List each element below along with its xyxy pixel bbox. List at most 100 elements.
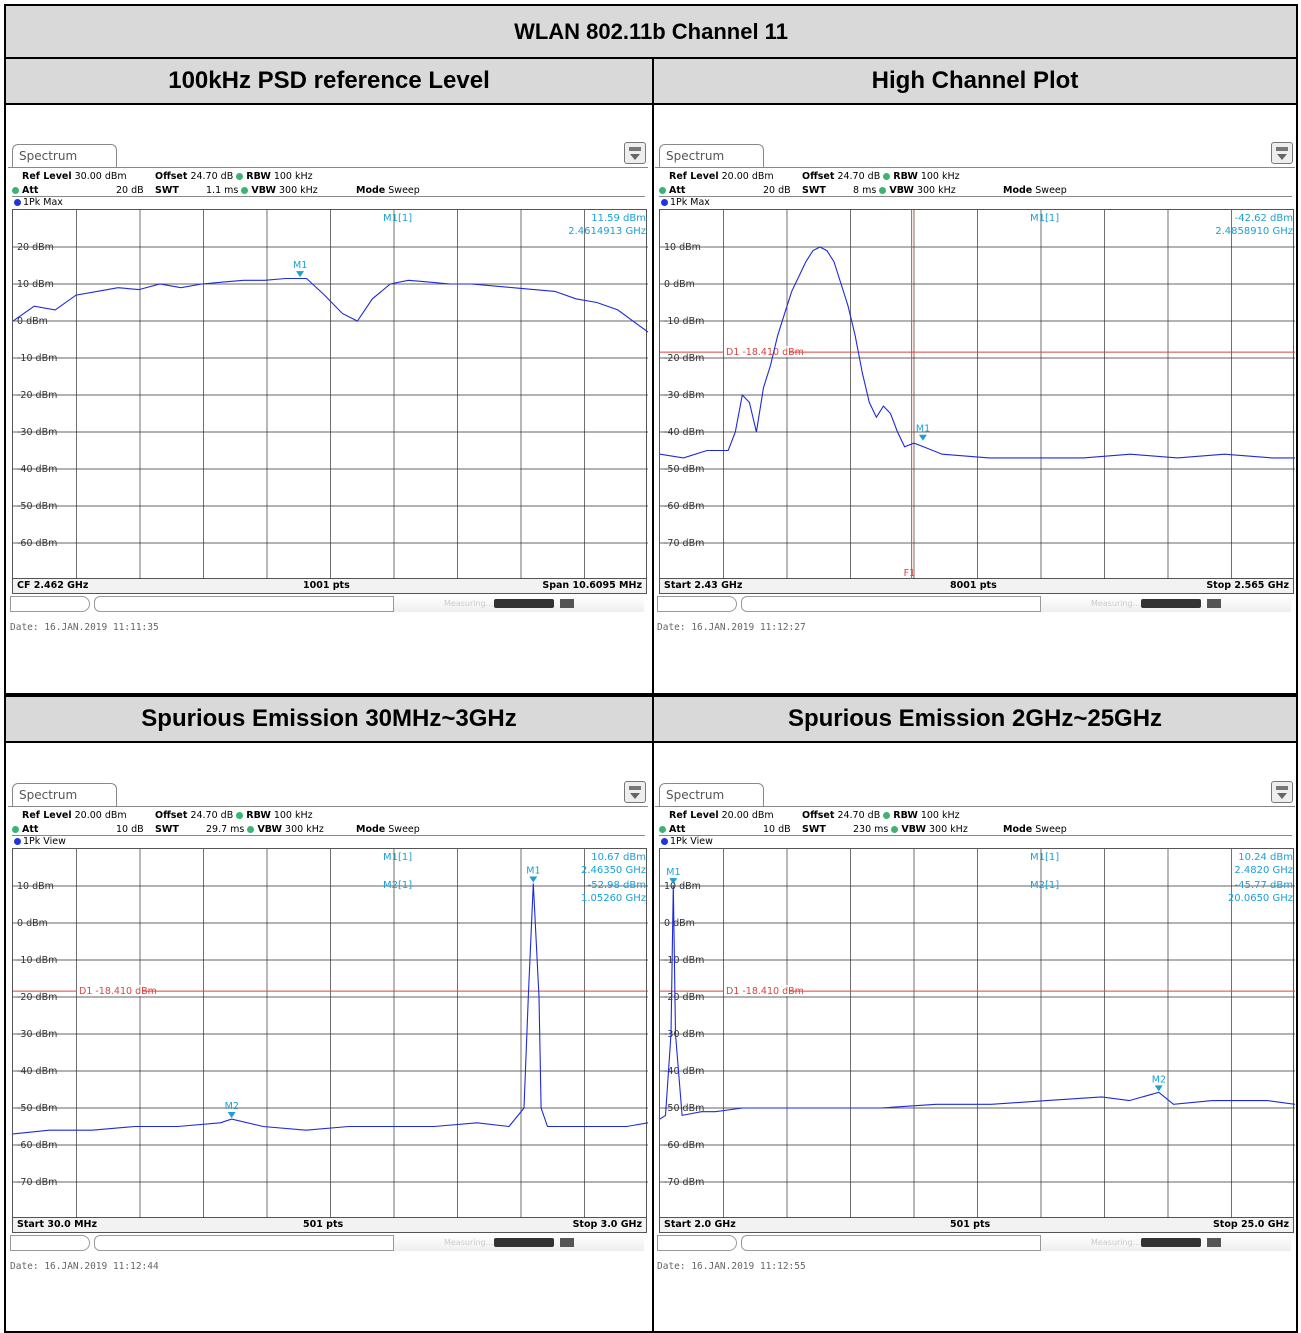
- network-icon: [560, 599, 574, 608]
- rbw-value: 100 kHz: [920, 171, 960, 182]
- spectrum-tab[interactable]: Spectrum: [12, 783, 117, 806]
- spectrum-plot[interactable]: 10 dBm 0 dBm -10 dBm -20 dBm -30 dBm -40 dBm -…: [659, 209, 1295, 580]
- y-tick-label: 10 dBm: [664, 242, 701, 253]
- trace-label: 1Pk Max: [659, 196, 1292, 209]
- y-tick-label: -50 dBm: [17, 1103, 57, 1114]
- settings-header: Ref Level 30.00 dBm Offset 24.70 dB RBW …: [8, 167, 648, 197]
- y-tick-label: -30 dBm: [664, 1029, 704, 1040]
- panel-cell-3: [652, 743, 1298, 1333]
- rbw-label: RBW: [893, 171, 918, 182]
- spectrum-panel-1: Spectrum Ref Level 20.00 dBm Offset 24.7…: [655, 134, 1295, 654]
- coupled-indicator-icon: [236, 812, 244, 819]
- vbw-label: VBW: [251, 185, 276, 196]
- vbw-indicator-icon: [247, 826, 255, 833]
- panel-heading-3: Spurious Emission 2GHz~25GHz: [652, 695, 1298, 743]
- y-tick-label: -60 dBm: [17, 1140, 57, 1151]
- marker-label: M1: [666, 867, 680, 878]
- trace-line: [660, 885, 1295, 1120]
- marker-m1-icon[interactable]: [529, 876, 538, 883]
- marker-m1-icon[interactable]: [296, 271, 305, 278]
- footer-right: Stop 25.0 GHz: [1212, 1219, 1289, 1230]
- trace-mode: 1Pk View: [670, 836, 713, 847]
- ref-level-value: 20.00 dBm: [721, 810, 774, 821]
- y-tick-label: -40 dBm: [664, 1066, 704, 1077]
- swt-label: SWT: [802, 824, 826, 835]
- filter-icon[interactable]: [1271, 781, 1293, 803]
- att-indicator-icon: [12, 187, 19, 194]
- filter-icon[interactable]: [624, 781, 646, 803]
- footer-left: Start 2.0 GHz: [664, 1219, 736, 1230]
- y-tick-label: -10 dBm: [664, 316, 704, 327]
- vbw-indicator-icon: [891, 826, 899, 833]
- ref-level-value: 30.00 dBm: [74, 171, 127, 182]
- panel-heading-0: 100kHz PSD reference Level: [4, 57, 654, 105]
- swt-label: SWT: [802, 185, 826, 196]
- y-tick-label: -50 dBm: [17, 501, 57, 512]
- status-segment-2: [94, 1235, 394, 1251]
- offset-label: Offset: [155, 810, 188, 821]
- status-segment-3: Measuring...: [1041, 596, 1291, 612]
- spectrum-panel-0: Spectrum Ref Level 30.00 dBm Offset 24.7…: [8, 134, 648, 654]
- att-label: Att: [22, 824, 39, 835]
- status-text: Measuring...: [444, 599, 494, 608]
- vbw-label: VBW: [889, 185, 914, 196]
- offset-value: 24.70 dB: [190, 810, 234, 821]
- readout-value: -52.98 dBm: [588, 880, 646, 891]
- trace-mode: 1Pk View: [23, 836, 66, 847]
- table-title: WLAN 802.11b Channel 11: [4, 4, 1298, 59]
- network-icon: [1207, 1238, 1221, 1247]
- spectrum-plot[interactable]: 10 dBm 0 dBm -10 dBm -20 dBm -30 dBm -40 dBm -…: [12, 848, 648, 1219]
- status-bar: Measuring...: [8, 1233, 648, 1253]
- status-segment-2: [94, 596, 394, 612]
- trace-indicator-icon: [14, 199, 21, 206]
- display-line-label-bg: [724, 985, 790, 997]
- trace-label: 1Pk View: [12, 835, 645, 848]
- readout-value: -45.77 dBm: [1235, 880, 1293, 891]
- y-tick-label: -20 dBm: [664, 353, 704, 364]
- sweep-footer: Start 2.43 GHz 8001 pts Stop 2.565 GHz: [659, 579, 1294, 594]
- filter-icon[interactable]: [624, 142, 646, 164]
- mode-value: Sweep: [1035, 185, 1067, 196]
- spectrum-plot[interactable]: 20 dBm 10 dBm 0 dBm -10 dBm -20 dBm -30 dBm -4…: [12, 209, 648, 580]
- status-bar: Measuring...: [655, 594, 1295, 614]
- marker-m2-icon[interactable]: [1154, 1085, 1163, 1092]
- panel-heading-1: High Channel Plot: [652, 57, 1298, 105]
- marker-m1-icon[interactable]: [669, 878, 678, 885]
- capture-date: Date: 16.JAN.2019 11:12:44: [10, 1261, 159, 1272]
- status-text: Measuring...: [444, 1238, 494, 1247]
- att-indicator-icon: [659, 187, 666, 194]
- coupled-indicator-icon: [883, 812, 891, 819]
- ref-level-label: Ref Level: [669, 171, 719, 182]
- trace-line: [660, 246, 1295, 459]
- spectrum-plot[interactable]: 10 dBm 0 dBm -10 dBm -20 dBm -30 dBm -40 dBm -…: [659, 848, 1295, 1219]
- y-tick-label: -40 dBm: [17, 464, 57, 475]
- spectrum-tab[interactable]: Spectrum: [12, 144, 117, 167]
- network-icon: [560, 1238, 574, 1247]
- footer-points: 8001 pts: [950, 580, 997, 591]
- sweep-footer: CF 2.462 GHz 1001 pts Span 10.6095 MHz: [12, 579, 647, 594]
- offset-label: Offset: [802, 171, 835, 182]
- readout-freq: 2.4858910 GHz: [1215, 226, 1293, 237]
- spectrum-panel-3: Spectrum Ref Level 20.00 dBm Offset 24.7…: [655, 773, 1295, 1293]
- spectrum-tab[interactable]: Spectrum: [659, 783, 764, 806]
- spectrum-tab[interactable]: Spectrum: [659, 144, 764, 167]
- trace-indicator-icon: [661, 199, 668, 206]
- footer-points: 501 pts: [303, 1219, 344, 1230]
- mode-value: Sweep: [388, 185, 420, 196]
- y-tick-label: -20 dBm: [17, 390, 57, 401]
- rbw-label: RBW: [893, 810, 918, 821]
- settings-header: Ref Level 20.00 dBm Offset 24.70 dB RBW …: [655, 167, 1295, 197]
- y-tick-label: -40 dBm: [17, 1066, 57, 1077]
- filter-icon[interactable]: [1271, 142, 1293, 164]
- marker-m2-icon[interactable]: [227, 1112, 236, 1119]
- y-tick-label: 0 dBm: [17, 918, 48, 929]
- swt-value: 8 ms: [853, 185, 877, 196]
- rbw-value: 100 kHz: [273, 810, 313, 821]
- readout-label: M1[1]: [1030, 213, 1059, 224]
- y-tick-label: -60 dBm: [17, 538, 57, 549]
- att-value: 20 dB: [763, 185, 791, 196]
- vbw-value: 300 kHz: [929, 824, 968, 835]
- marker-m1-icon[interactable]: [918, 434, 927, 441]
- y-tick-label: 10 dBm: [664, 881, 701, 892]
